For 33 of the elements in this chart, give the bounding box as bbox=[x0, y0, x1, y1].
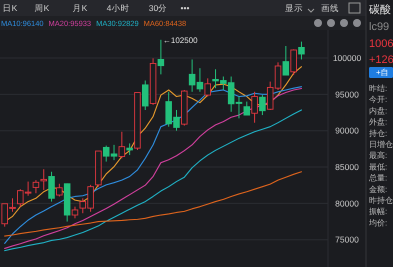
text: 今开: bbox=[369, 95, 388, 104]
text: 日增仓 bbox=[369, 140, 393, 149]
text: 最高: bbox=[369, 151, 388, 160]
y-tick-label: 80000 bbox=[335, 198, 360, 208]
annotation: ←102500 bbox=[162, 36, 198, 45]
y-tick-label: 90000 bbox=[335, 126, 360, 136]
text: 月K bbox=[72, 3, 88, 13]
y-tick-label: 75000 bbox=[335, 234, 360, 245]
text: 振幅: bbox=[369, 207, 388, 216]
text: 总量: bbox=[368, 174, 388, 183]
y-tick-label: 95000 bbox=[335, 89, 360, 100]
text: 1006 bbox=[369, 38, 393, 50]
text: ••• bbox=[180, 3, 190, 13]
text: 日K bbox=[2, 3, 18, 13]
text: 碳酸 bbox=[368, 4, 391, 16]
text: 周K bbox=[34, 3, 50, 13]
text: 外盘: bbox=[369, 118, 388, 127]
text: 内盘: bbox=[369, 106, 388, 116]
text: 昨结: bbox=[369, 84, 388, 93]
text: 显示 bbox=[285, 3, 303, 13]
text: 均价: bbox=[368, 218, 388, 228]
text: 画线 bbox=[321, 3, 339, 13]
text: lc99 bbox=[369, 21, 390, 33]
text: 最低: bbox=[369, 162, 388, 172]
text: 持仓: bbox=[369, 128, 388, 138]
text: 金额: bbox=[369, 184, 388, 194]
text: +自 bbox=[376, 68, 389, 77]
text: 30分 bbox=[148, 3, 168, 13]
text: 昨持仓 bbox=[369, 196, 393, 205]
y-tick-label: 100000 bbox=[332, 52, 362, 63]
text: 4小时 bbox=[106, 3, 130, 13]
y-tick-label: 85000 bbox=[335, 162, 360, 172]
text: +126 bbox=[369, 54, 393, 66]
